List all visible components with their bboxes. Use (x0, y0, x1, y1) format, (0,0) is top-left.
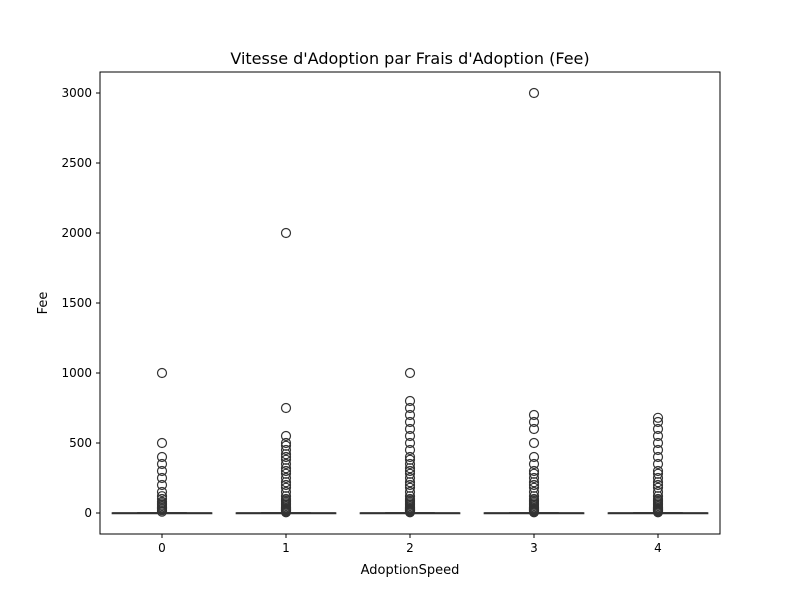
outlier-point (528, 465, 540, 477)
box-series (111, 87, 709, 518)
y-tick-label: 500 (69, 436, 92, 450)
outlier-point (652, 412, 664, 423)
outlier-point (156, 493, 168, 505)
outlier-point (404, 472, 416, 484)
outlier-point (280, 468, 292, 479)
x-tick-label: 3 (530, 541, 538, 555)
outlier-point (280, 402, 292, 414)
outlier-point (404, 402, 416, 414)
outlier-point (528, 482, 540, 493)
chart-title: Vitesse d'Adoption par Frais d'Adoption … (230, 49, 589, 68)
outlier-point (280, 430, 292, 442)
y-tick-label: 1000 (61, 366, 92, 380)
box-group-3 (483, 87, 585, 518)
outlier-point (652, 486, 664, 498)
outlier-point (652, 451, 664, 463)
x-tick-label: 0 (158, 541, 166, 555)
outlier-point (280, 458, 292, 470)
outlier-point (528, 486, 540, 498)
outlier-point (652, 458, 664, 470)
outlier-point (280, 444, 292, 456)
outlier-point (404, 468, 416, 479)
outlier-point (528, 472, 540, 484)
outlier-point (280, 479, 292, 491)
outlier-point (404, 451, 416, 463)
outlier-point (652, 416, 664, 428)
outlier-point (528, 493, 540, 505)
outlier-point (652, 479, 664, 491)
outlier-point (404, 423, 416, 435)
outlier-point (528, 87, 540, 99)
x-axis: 0 1 2 3 4 (158, 534, 662, 555)
outlier-point (280, 493, 292, 505)
outlier-point (280, 472, 292, 484)
y-axis-label: Fee (36, 292, 51, 315)
x-tick-label: 4 (654, 541, 662, 555)
y-tick-label: 2000 (61, 226, 92, 240)
outlier-point (280, 486, 292, 498)
outlier-point (652, 482, 664, 493)
outlier-point (404, 454, 416, 465)
y-tick-label: 2500 (61, 156, 92, 170)
outlier-point (404, 430, 416, 442)
y-tick-label: 1500 (61, 296, 92, 310)
outlier-point (156, 458, 168, 470)
outlier-point (280, 437, 292, 449)
outlier-point (280, 454, 292, 465)
box-group-0 (111, 367, 213, 517)
outlier-point (652, 437, 664, 449)
outlier-point (652, 430, 664, 442)
x-tick-label: 1 (282, 541, 290, 555)
outlier-point (652, 423, 664, 435)
outlier-point (528, 468, 540, 479)
outlier-point (156, 496, 168, 507)
outlier-point (280, 465, 292, 477)
outlier-point (404, 437, 416, 449)
outlier-point (156, 479, 168, 491)
outlier-point (156, 491, 168, 502)
outlier-point (404, 367, 416, 379)
outlier-point (404, 486, 416, 498)
outlier-point (652, 465, 664, 477)
outlier-point (528, 423, 540, 435)
outlier-point (404, 409, 416, 421)
outlier-point (528, 458, 540, 470)
outlier-point (652, 468, 664, 479)
outlier-point (404, 416, 416, 428)
outlier-point (280, 227, 292, 239)
x-axis-label: AdoptionSpeed (361, 563, 460, 578)
outlier-point (528, 479, 540, 491)
box-group-4 (607, 412, 709, 518)
outlier-point (528, 416, 540, 428)
outlier-point (156, 465, 168, 477)
y-axis: 0 500 1000 1500 2000 2500 3000 (61, 86, 100, 520)
outlier-point (404, 482, 416, 493)
x-tick-label: 2 (406, 541, 414, 555)
outlier-point (156, 437, 168, 449)
outlier-point (652, 444, 664, 456)
outlier-point (652, 472, 664, 484)
outlier-point (528, 437, 540, 449)
box-group-2 (359, 367, 461, 518)
outlier-point (528, 451, 540, 463)
outlier-point (404, 395, 416, 407)
outlier-point (280, 440, 292, 451)
outlier-point (156, 367, 168, 379)
outlier-point (280, 451, 292, 463)
box-group-1 (235, 227, 337, 518)
outlier-point (528, 409, 540, 421)
outlier-point (404, 465, 416, 477)
outlier-point (156, 472, 168, 484)
outlier-point (404, 479, 416, 491)
outlier-point (156, 486, 168, 498)
outlier-point (156, 451, 168, 463)
outlier-point (404, 444, 416, 456)
outlier-point (404, 458, 416, 470)
outlier-point (404, 493, 416, 505)
outlier-point (280, 482, 292, 493)
y-tick-label: 0 (84, 506, 92, 520)
outlier-point (652, 493, 664, 505)
y-tick-label: 3000 (61, 86, 92, 100)
